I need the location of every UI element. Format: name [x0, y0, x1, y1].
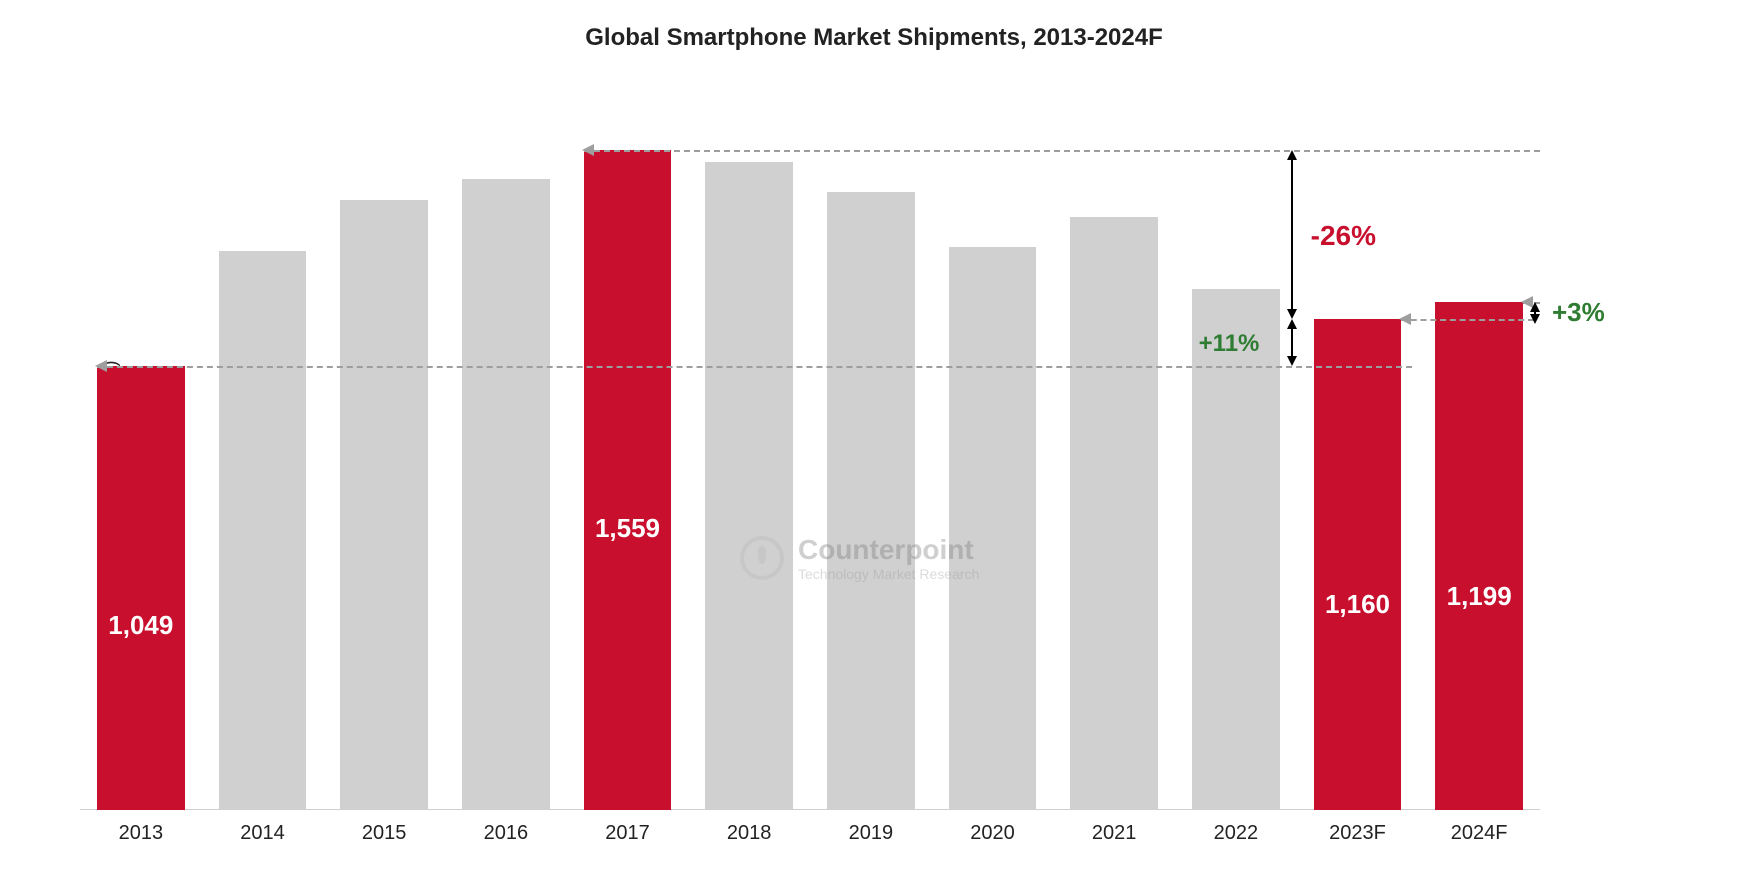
bar-value-label: 1,049	[97, 610, 185, 641]
bar	[340, 200, 428, 810]
bar	[949, 247, 1037, 810]
annotation-label: +3%	[1552, 297, 1605, 328]
bar	[1070, 217, 1158, 810]
bar	[462, 179, 550, 810]
chart-title: Global Smartphone Market Shipments, 2013…	[0, 24, 1748, 52]
x-axis-tick-label: 2013	[80, 822, 202, 845]
bar-value-label: 1,160	[1314, 589, 1402, 620]
annotation-bracket	[1291, 160, 1293, 309]
bar	[705, 162, 793, 810]
chart-plot-area: 1,04920132014201520161,55920172018201920…	[80, 90, 1540, 810]
x-axis-tick-label: 2019	[810, 822, 932, 845]
annotation-bracket	[1534, 312, 1536, 314]
bar: 1,559	[584, 150, 672, 810]
guide-line	[1401, 319, 1534, 321]
guide-line-arrowhead	[95, 360, 107, 372]
x-axis-tick-label: 2018	[688, 822, 810, 845]
bar-value-label: 1,559	[584, 513, 672, 544]
x-axis-tick-label: 2016	[445, 822, 567, 845]
bar	[827, 192, 915, 810]
guide-line-arrowhead	[582, 144, 594, 156]
x-axis-tick-label: 2020	[932, 822, 1054, 845]
annotation-bracket	[1291, 329, 1293, 356]
x-axis-tick-label: 2021	[1053, 822, 1175, 845]
x-axis-tick-label: 2022	[1175, 822, 1297, 845]
x-axis-tick-label: 2017	[567, 822, 689, 845]
bar: 1,199	[1435, 302, 1523, 810]
annotation-label: +11%	[1199, 330, 1260, 358]
guide-line-arrowhead	[1399, 313, 1411, 325]
bar: 1,049	[97, 366, 185, 810]
bar	[219, 251, 307, 810]
x-axis-tick-label: 2014	[202, 822, 324, 845]
x-axis-tick-label: 2015	[323, 822, 445, 845]
bar-value-label: 1,199	[1435, 581, 1523, 612]
guide-line	[584, 150, 1540, 152]
bar: 1,160	[1314, 319, 1402, 810]
guide-line	[97, 366, 1412, 368]
annotation-label: -26%	[1311, 220, 1376, 252]
x-axis-tick-label: 2024F	[1418, 822, 1540, 845]
x-axis-tick-label: 2023F	[1297, 822, 1419, 845]
